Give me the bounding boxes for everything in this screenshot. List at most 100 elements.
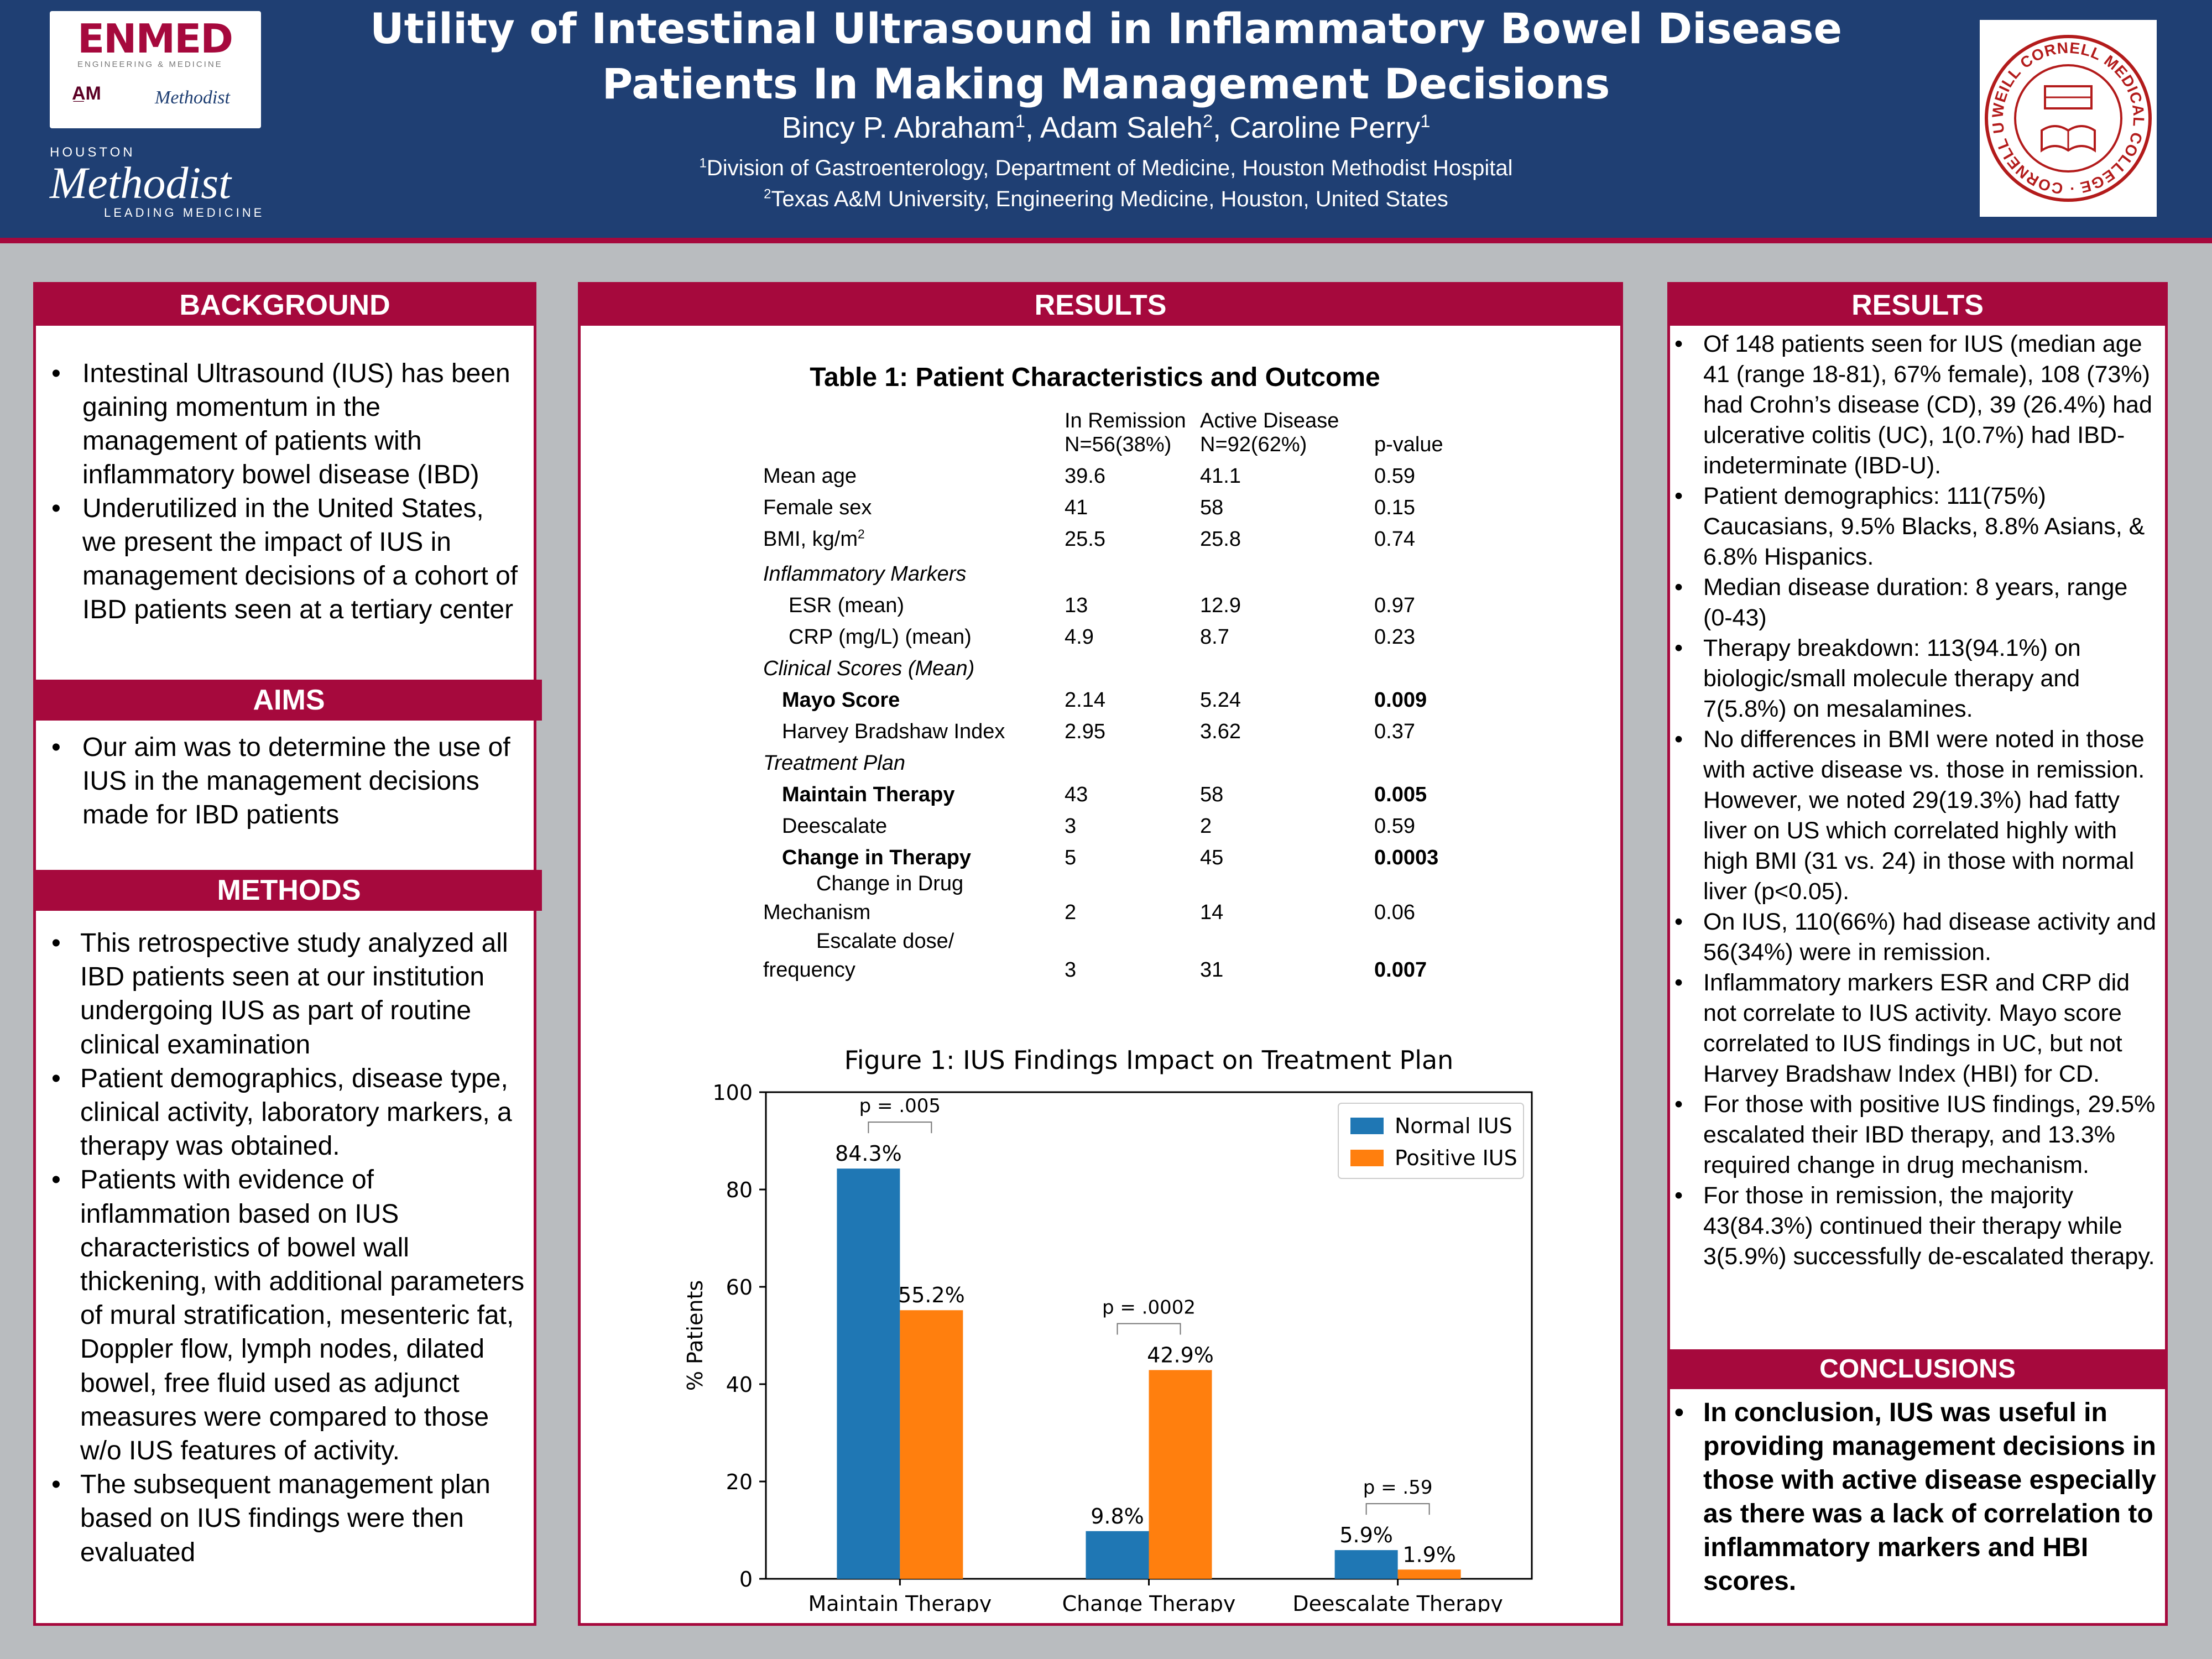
results-heading: RESULTS	[581, 285, 1620, 326]
remission-value: 2	[1065, 901, 1077, 924]
table-row: CRP (mg/L) (mean) 4.9 8.7 0.23	[763, 625, 1537, 656]
results-list: Of 148 patients seen for IUS (median age…	[1674, 329, 2162, 1272]
legend-swatch	[1350, 1118, 1384, 1134]
methods-item: Patient demographics, disease type, clin…	[51, 1062, 528, 1164]
table-row: BMI, kg/m2 25.5 25.8 0.74	[763, 528, 1537, 559]
row-label: Mayo Score	[782, 688, 900, 712]
poster-header: ENMED ENGINEERING & MEDICINE A̲M Methodi…	[0, 0, 2212, 243]
bar-value-label: 1.9%	[1402, 1542, 1456, 1567]
active-value: 8.7	[1200, 625, 1229, 649]
aims-item: Our aim was to determine the use of IUS …	[51, 731, 525, 832]
hm-logo-name: Methodist	[50, 158, 231, 208]
table-row: ESR (mean) 13 12.9 0.97	[763, 594, 1537, 625]
chart-legend	[1338, 1103, 1524, 1179]
results-item: No differences in BMI were noted in thos…	[1674, 724, 2162, 907]
remission-value: 3	[1065, 815, 1077, 838]
p-value-annotation: p = .0002	[1102, 1296, 1196, 1318]
methods-list: This retrospective study analyzed all IB…	[51, 926, 528, 1569]
legend-swatch	[1350, 1150, 1384, 1166]
y-tick-label: 0	[739, 1567, 753, 1592]
table-header-row: In Remission Active Disease	[763, 409, 1537, 440]
p-value-annotation: p = .005	[859, 1095, 941, 1117]
row-label: Mean age	[763, 465, 857, 488]
enmed-logo: ENMED ENGINEERING & MEDICINE A̲M Methodi…	[50, 11, 261, 128]
aims-list: Our aim was to determine the use of IUS …	[51, 731, 525, 832]
results-item: Inflammatory markers ESR and CRP did not…	[1674, 968, 2162, 1089]
affiliation-number: 1	[699, 155, 707, 171]
table-row: Treatment Plan	[763, 752, 1537, 782]
table-row: Mayo Score 2.14 5.24 0.009	[763, 688, 1537, 719]
active-value: 45	[1200, 846, 1224, 869]
bar-positive-ius	[1149, 1370, 1212, 1579]
table-row-label-top: Escalate dose/	[763, 930, 1537, 961]
treatment-plan-bar-chart: Figure 1: IUS Findings Impact on Treatme…	[683, 1045, 1533, 1612]
p-value: 0.97	[1374, 594, 1415, 617]
p-value: 0.37	[1374, 720, 1415, 743]
results-item: For those with positive IUS findings, 29…	[1674, 1089, 2162, 1181]
remission-value: 25.5	[1065, 528, 1105, 551]
row-label: Clinical Scores (Mean)	[763, 657, 975, 680]
houston-methodist-logo: HOUSTON Methodist LEADING MEDICINE	[50, 145, 293, 228]
remission-value: 41	[1065, 496, 1088, 519]
active-value: 25.8	[1200, 528, 1241, 551]
p-value-annotation: p = .59	[1363, 1477, 1433, 1499]
row-label: Inflammatory Markers	[763, 562, 967, 586]
header-p-value: p-value	[1374, 433, 1443, 456]
bar-normal-ius	[1334, 1550, 1398, 1579]
remission-value: 2.14	[1065, 688, 1105, 712]
row-label: Mechanism	[763, 901, 871, 924]
enmed-logo-text: ENMED	[77, 15, 233, 62]
row-label-top: Change in Drug	[816, 872, 964, 895]
hm-logo-top: HOUSTON	[50, 145, 135, 160]
row-label: frequency	[763, 958, 855, 982]
table-row: Deescalate 3 2 0.59	[763, 815, 1537, 846]
remission-value: 3	[1065, 958, 1077, 982]
table-row: Clinical Scores (Mean)	[763, 657, 1537, 688]
header-in-remission: In Remission	[1065, 409, 1186, 432]
bar-value-label: 84.3%	[835, 1141, 902, 1166]
poster-authors: Bincy P. Abraham1, Adam Saleh2, Caroline…	[781, 111, 1431, 144]
active-value: 58	[1200, 783, 1224, 806]
y-tick-label: 60	[726, 1275, 753, 1300]
bar-value-label: 42.9%	[1147, 1343, 1214, 1367]
results-item: On IUS, 110(66%) had disease activity an…	[1674, 907, 2162, 968]
significance-bracket	[868, 1121, 932, 1134]
row-label: ESR (mean)	[789, 594, 905, 617]
active-value: 41.1	[1200, 465, 1241, 488]
y-tick-label: 80	[726, 1178, 753, 1202]
row-label-superscript: 2	[858, 526, 865, 541]
results-right-heading: RESULTS	[1670, 285, 2165, 326]
middle-panel: RESULTS Table 1: Patient Characteristics…	[578, 282, 1623, 1626]
remission-value: 5	[1065, 846, 1077, 869]
methods-item: Patients with evidence of inflammation b…	[51, 1163, 528, 1468]
methodist-small-logo: Methodist	[155, 87, 230, 108]
header-remission-n: N=56(38%)	[1065, 433, 1172, 456]
conclusions-heading: CONCLUSIONS	[1670, 1349, 2165, 1389]
header-active-disease: Active Disease	[1200, 409, 1339, 432]
results-item: For those in remission, the majority 43(…	[1674, 1181, 2162, 1272]
p-value: 0.23	[1374, 625, 1415, 649]
y-tick-label: 100	[712, 1081, 753, 1105]
active-value: 2	[1200, 815, 1212, 838]
x-tick-label: Maintain Therapy	[808, 1592, 992, 1612]
active-value: 12.9	[1200, 594, 1241, 617]
results-item: Median disease duration: 8 years, range …	[1674, 572, 2162, 633]
active-value: 31	[1200, 958, 1224, 982]
row-label: Maintain Therapy	[782, 783, 955, 806]
row-label: Deescalate	[782, 815, 888, 838]
y-tick-label: 20	[726, 1470, 753, 1494]
background-item: Intestinal Ultrasound (IUS) has been gai…	[51, 357, 525, 492]
table-title: Table 1: Patient Characteristics and Out…	[810, 363, 1380, 392]
y-tick-label: 40	[726, 1373, 753, 1397]
remission-value: 2.95	[1065, 720, 1105, 743]
significance-bracket	[1117, 1323, 1181, 1335]
row-label: Harvey Bradshaw Index	[782, 720, 1005, 743]
p-value: 0.59	[1374, 465, 1415, 488]
p-value: 0.06	[1374, 901, 1415, 924]
p-value: 0.009	[1374, 688, 1427, 712]
active-value: 14	[1200, 901, 1224, 924]
bar-value-label: 55.2%	[898, 1283, 965, 1307]
header-active-n: N=92(62%)	[1200, 433, 1307, 456]
left-panel: BACKGROUND Intestinal Ultrasound (IUS) h…	[33, 282, 542, 1626]
row-label: Female sex	[763, 496, 872, 519]
